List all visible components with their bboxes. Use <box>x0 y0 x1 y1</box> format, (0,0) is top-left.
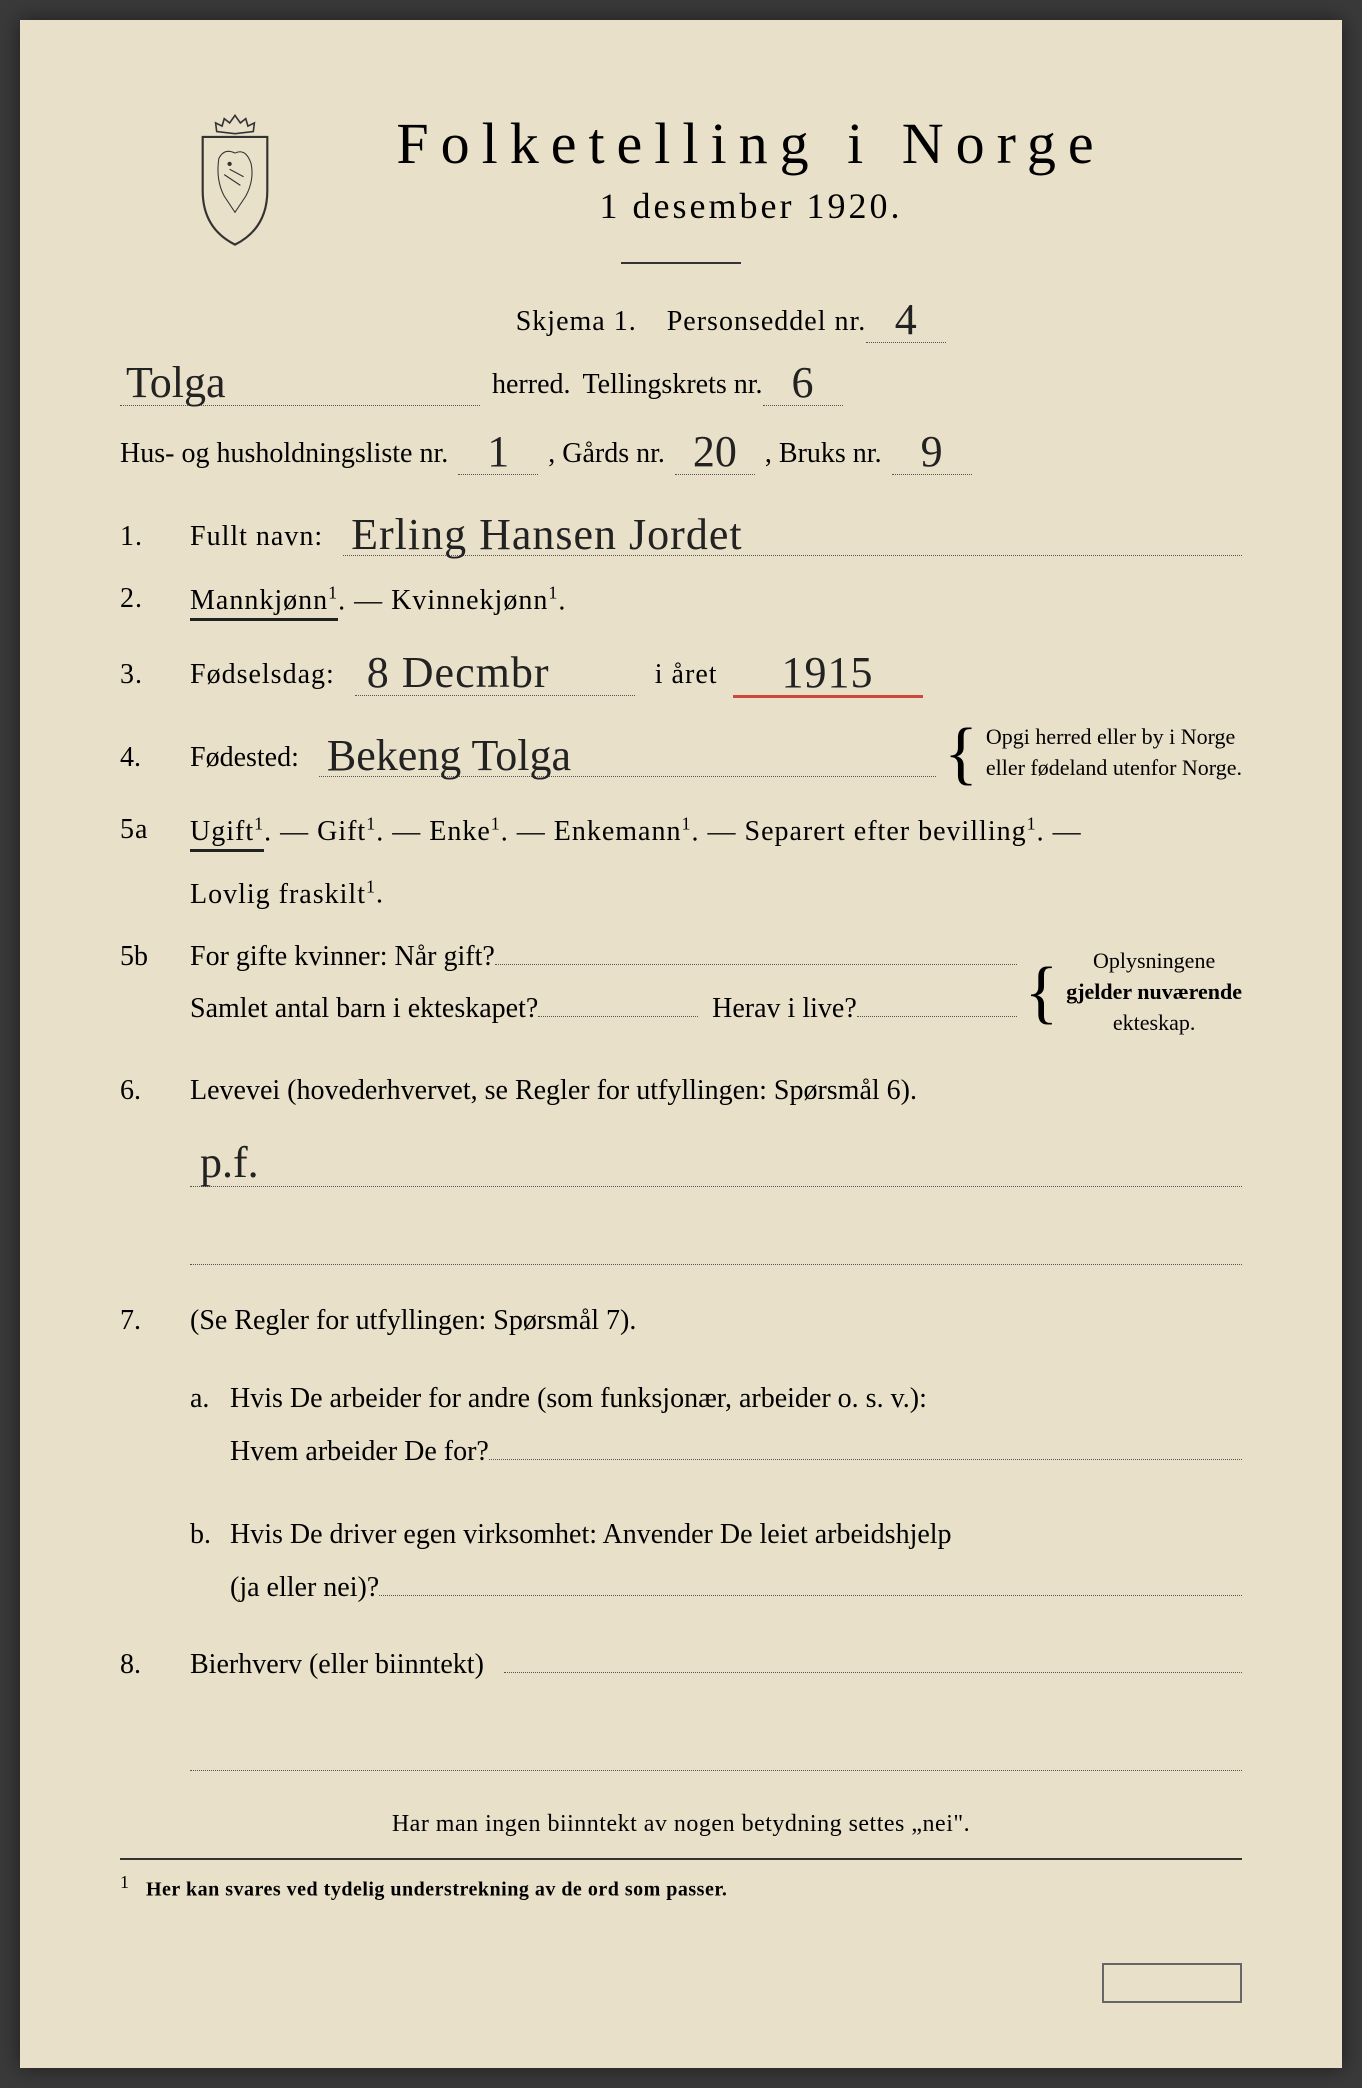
bottom-note: 1 Her kan svares ved tydelig understrekn… <box>120 1872 1242 1902</box>
q5b-note: Oplysningene gjelder nuværende ekteskap. <box>1066 946 1242 1038</box>
q7a-line1: Hvis De arbeider for andre (som funksjon… <box>230 1383 927 1414</box>
divider <box>120 1858 1242 1860</box>
q4-note: Opgi herred eller by i Norge eller fødel… <box>986 722 1242 784</box>
q7b-value-field[interactable] <box>379 1595 1242 1596</box>
skjema-label: Skjema 1. <box>516 306 637 338</box>
q6-label: Levevei (hovederhvervet, se Regler for u… <box>190 1075 917 1107</box>
q5a-row: 5a Ugift1. — Gift1. — Enke1. — Enkemann1… <box>120 814 1242 911</box>
q5a-enke-option[interactable]: Enke1 <box>429 816 501 847</box>
brace-icon: { <box>936 736 986 771</box>
q3-year-label: i året <box>655 659 718 691</box>
q7-block: 7. (Se Regler for utfyllingen: Spørsmål … <box>120 1305 1242 1615</box>
q8-label: Bierhverv (eller biinntekt) <box>190 1649 484 1681</box>
q8-value-field[interactable] <box>504 1672 1242 1673</box>
q2-num: 2. <box>120 583 143 615</box>
hus-nr-field[interactable]: 1 <box>458 430 538 475</box>
q5b-line1-label: For gifte kvinner: Når gift? <box>190 941 495 973</box>
q7-num: 7. <box>120 1305 170 1337</box>
q3-day-field[interactable]: 8 Decmbr <box>355 651 635 696</box>
person-label: Personseddel nr. <box>667 306 867 338</box>
q7b-line1: Hvis De driver egen virksomhet: Anvender… <box>230 1519 952 1550</box>
q3-row: 3. Fødselsdag: 8 Decmbr i året 1915 <box>120 647 1242 692</box>
q4-num: 4. <box>120 742 170 774</box>
q5b-num: 5b <box>120 941 170 973</box>
q7a-letter: a. <box>190 1372 230 1425</box>
herred-label: herred. <box>480 369 583 401</box>
q5b-live-field[interactable] <box>857 1016 1017 1017</box>
q8-num: 8. <box>120 1649 170 1681</box>
herred-name-field[interactable]: Tolga <box>120 361 480 406</box>
q5a-fraskilt-option[interactable]: Lovlig fraskilt1 <box>190 879 376 910</box>
q6-num: 6. <box>120 1075 170 1107</box>
q1-row: 1. Fullt navn: Erling Hansen Jordet <box>120 511 1242 553</box>
hus-label: Hus- og husholdningsliste nr. <box>120 438 448 470</box>
q5a-separert-option[interactable]: Separert efter bevilling1 <box>745 816 1037 847</box>
q5a-enkemann-option[interactable]: Enkemann1 <box>554 816 692 847</box>
q1-value-field[interactable]: Erling Hansen Jordet <box>343 515 1242 556</box>
bruks-nr-field[interactable]: 9 <box>892 430 972 475</box>
gaards-label: , Gårds nr. <box>548 438 665 470</box>
q3-num: 3. <box>120 659 170 691</box>
q7b-line2: (ja eller nei)? <box>230 1561 379 1614</box>
q5a-num: 5a <box>120 814 148 846</box>
q8-row: 8. Bierhverv (eller biinntekt) <box>120 1649 1242 1681</box>
skjema-row: Skjema 1. Personseddel nr. 4 <box>120 294 1242 339</box>
q2-row: 2. Mannkjønn1. — Kvinnekjønn1. <box>120 583 1242 617</box>
bruks-label: , Bruks nr. <box>765 438 882 470</box>
q5a-ugift-option[interactable]: Ugift1 <box>190 816 264 852</box>
brace-icon: { <box>1017 975 1067 1010</box>
q6-value-field-2[interactable] <box>190 1215 1242 1265</box>
q8-value-field-2[interactable] <box>190 1721 1242 1771</box>
krets-label: Tellingskrets nr. <box>583 369 763 401</box>
header: Folketelling i Norge 1 desember 1920. <box>120 110 1242 264</box>
q7b: b.Hvis De driver egen virksomhet: Anvend… <box>120 1508 1242 1614</box>
q2-mann-option[interactable]: Mannkjønn1 <box>190 585 338 621</box>
q5b-line2-label1: Samlet antal barn i ekteskapet? <box>190 993 538 1025</box>
q5b-block: 5b For gifte kvinner: Når gift? Samlet a… <box>120 941 1242 1045</box>
q4-label: Fødested: <box>190 742 299 774</box>
footer-note: Har man ingen biinntekt av nogen betydni… <box>120 1811 1242 1838</box>
q5a-gift-option[interactable]: Gift1 <box>317 816 376 847</box>
q6-value-field[interactable]: p.f. <box>190 1137 1242 1187</box>
q7-head-label: (Se Regler for utfyllingen: Spørsmål 7). <box>190 1305 636 1337</box>
q4-row: 4. Fødested: Bekeng Tolga { Opgi herred … <box>120 722 1242 784</box>
q1-num: 1. <box>120 521 170 553</box>
q2-kvinne-option[interactable]: Kvinnekjønn1 <box>391 585 558 616</box>
q3-year-field[interactable]: 1915 <box>738 651 918 696</box>
husliste-row: Hus- og husholdningsliste nr. 1 , Gårds … <box>120 426 1242 471</box>
q7b-letter: b. <box>190 1508 230 1561</box>
q7a-line2: Hvem arbeider De for? <box>230 1425 489 1478</box>
q5b-line2-label2: Herav i live? <box>698 993 857 1025</box>
q6-block: 6. Levevei (hovederhvervet, se Regler fo… <box>120 1075 1242 1265</box>
norway-crest-icon <box>180 110 290 250</box>
gaards-nr-field[interactable]: 20 <box>675 430 755 475</box>
q7a: a.Hvis De arbeider for andre (som funksj… <box>120 1372 1242 1478</box>
q7a-value-field[interactable] <box>489 1459 1242 1460</box>
q5b-gift-field[interactable] <box>495 964 1017 965</box>
krets-nr-field[interactable]: 6 <box>763 361 843 406</box>
q1-label: Fullt navn: <box>190 521 323 553</box>
printer-stamp-icon <box>1102 1963 1242 2003</box>
person-nr-field[interactable]: 4 <box>866 298 946 343</box>
census-form-page: Folketelling i Norge 1 desember 1920. Sk… <box>20 20 1342 2068</box>
herred-row: Tolga herred. Tellingskrets nr. 6 <box>120 357 1242 402</box>
q3-label: Fødselsdag: <box>190 659 335 691</box>
q4-value-field[interactable]: Bekeng Tolga <box>319 736 936 777</box>
divider <box>621 262 741 264</box>
q5b-barn-field[interactable] <box>538 1016 698 1017</box>
